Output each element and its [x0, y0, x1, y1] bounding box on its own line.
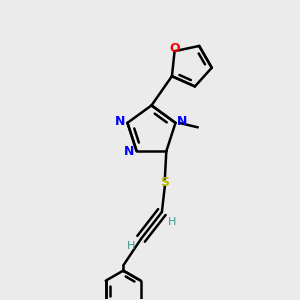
Text: H: H [127, 241, 135, 251]
Text: O: O [169, 42, 180, 55]
Text: N: N [177, 116, 187, 128]
Text: S: S [160, 176, 169, 189]
Text: N: N [115, 116, 125, 128]
Text: N: N [124, 145, 134, 158]
Text: H: H [168, 218, 176, 227]
